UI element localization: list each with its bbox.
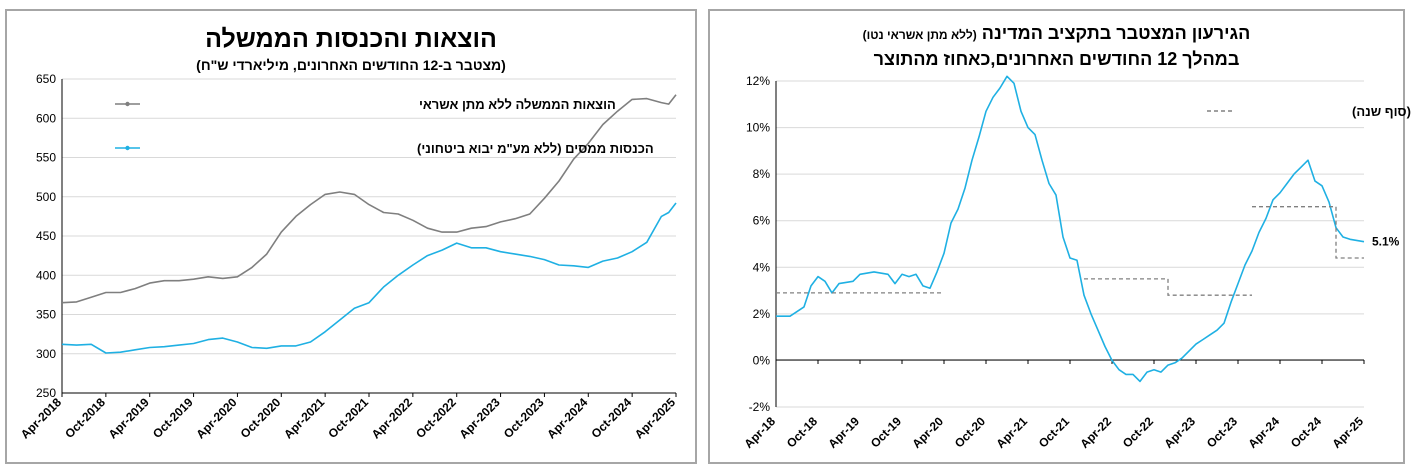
y-tick-label: 0%	[753, 353, 771, 367]
target-segment-1	[1084, 278, 1252, 296]
x-tick-label: Oct-2021	[325, 395, 371, 441]
y-tick-label: 500	[36, 190, 56, 204]
x-tick-label: Apr-20	[909, 414, 946, 451]
x-tick-label: Apr-2024	[544, 395, 590, 441]
y-tick-label: 4%	[753, 260, 771, 274]
legend-marker	[125, 101, 130, 107]
target-segment-2	[1252, 206, 1364, 259]
x-tick-label: Oct-2018	[62, 395, 108, 441]
y-tick-label: 650	[36, 72, 56, 86]
x-tick-label: Apr-2019	[106, 395, 152, 441]
chart-left-svg: 250300350400450500550600650Apr-2018Oct-2…	[18, 72, 678, 441]
x-tick-label: Apr-22	[1077, 414, 1114, 451]
y-tick-label: 300	[36, 347, 56, 361]
series-line-0	[776, 75, 1365, 383]
legend-label: יעד הגירעון (סוף שנה)	[1352, 104, 1412, 119]
x-tick-label: Apr-24	[1245, 414, 1282, 451]
chart-title: הוצאות והכנסות הממשלה	[205, 25, 497, 53]
x-tick-label: Oct-2023	[501, 395, 547, 441]
x-tick-label: Oct-20	[952, 414, 989, 451]
series-line-1	[61, 202, 677, 354]
chart-panel-right: הגירעון המצטבר בתקציב המדינה (ללא מתן אש…	[708, 9, 1412, 464]
chart-title-main: הגירעון המצטבר בתקציב המדינה	[981, 23, 1251, 43]
y-tick-label: 2%	[753, 307, 771, 321]
y-tick-label: 550	[36, 151, 56, 165]
y-tick-label: 10%	[746, 121, 770, 135]
x-tick-label: Apr-21	[993, 414, 1030, 451]
x-tick-label: Apr-18	[741, 414, 778, 451]
x-tick-label: Apr-2023	[456, 395, 502, 441]
y-tick-label: 400	[36, 268, 56, 282]
x-tick-label: Apr-23	[1161, 414, 1198, 451]
chart-title: הגירעון המצטבר בתקציב המדינה (ללא מתן אש…	[710, 23, 1403, 44]
y-tick-label: -2%	[749, 400, 771, 414]
x-tick-label: Oct-19	[868, 414, 905, 451]
x-tick-label: Oct-24	[1288, 414, 1325, 451]
x-tick-label: Oct-2022	[413, 395, 459, 441]
y-tick-label: 600	[36, 111, 56, 125]
legend-marker	[125, 145, 130, 151]
chart-subtitle: (מצטבר ב-12 החודשים האחרונים, מיליארדי ש…	[196, 57, 506, 73]
x-tick-label: Apr-2025	[632, 395, 678, 441]
chart-right-svg: -2%0%2%4%6%8%10%12%Apr-18 Oct-18 Apr-19 Oct…	[741, 74, 1412, 451]
x-tick-label: Oct-2024	[589, 395, 635, 441]
legend-label: הכנסות ממסים (ללא מע"מ יבוא ביטחוני)	[417, 141, 654, 156]
x-tick-label: Oct-2019	[150, 395, 196, 441]
chart-panel-left: הוצאות והכנסות הממשלה (מצטבר ב-12 החודשי…	[5, 9, 697, 464]
x-tick-label: Apr-2020	[193, 395, 239, 441]
x-tick-label: Oct-2020	[238, 395, 284, 441]
series-line-0	[61, 94, 677, 304]
x-tick-label: Oct-21	[1036, 414, 1073, 451]
x-tick-label: Apr-2021	[281, 395, 327, 441]
chart-title-note: (ללא מתן אשראי נטו)	[862, 28, 977, 42]
y-tick-label: 6%	[753, 214, 771, 228]
x-tick-label: Oct-18	[784, 414, 821, 451]
chart-title-line2: במהלך 12 החודשים האחרונים,כאחוז מהתוצר	[873, 49, 1240, 69]
legend-label: הוצאות הממשלה ללא מתן אשראי	[419, 97, 616, 112]
y-tick-label: 250	[36, 386, 56, 400]
y-tick-label: 8%	[753, 167, 771, 181]
y-tick-label: 450	[36, 229, 56, 243]
y-tick-label: 12%	[746, 74, 770, 88]
x-tick-label: Apr-19	[825, 414, 862, 451]
x-tick-label: Apr-2022	[369, 395, 415, 441]
x-tick-label: Oct-23	[1204, 414, 1241, 451]
y-tick-label: 350	[36, 308, 56, 322]
x-tick-label: Apr-25	[1329, 414, 1366, 451]
x-tick-label: Apr-2018	[18, 395, 64, 441]
end-value-label: 5.1%	[1372, 235, 1400, 249]
x-tick-label: Oct-22	[1120, 414, 1157, 451]
